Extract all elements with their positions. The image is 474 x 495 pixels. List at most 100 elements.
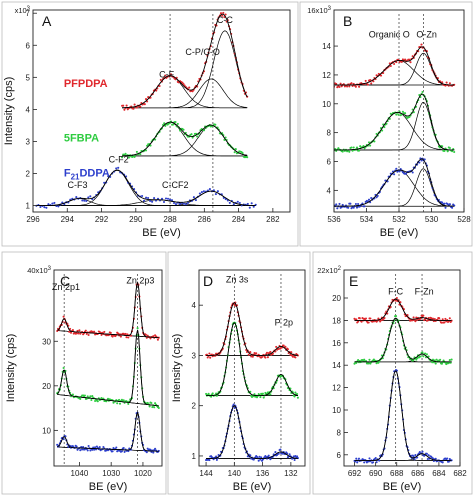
data-point-pfpdpa <box>277 347 280 351</box>
data-point-5fbpa <box>383 126 386 129</box>
data-point-pfpdpa <box>78 329 81 332</box>
data-point-pfpdpa <box>275 345 278 348</box>
data-point-pfpdpa <box>367 321 370 324</box>
y-tick-label: 30 <box>42 337 51 346</box>
data-point-f21ddpa <box>259 458 262 461</box>
axes-frame <box>32 9 291 213</box>
y-tick-label: 4 <box>26 105 31 114</box>
data-point-f21ddpa <box>341 203 344 206</box>
x-tick-label: 288 <box>163 215 177 224</box>
data-point-5fbpa <box>154 138 157 141</box>
data-point-5fbpa <box>368 358 371 361</box>
data-point-pfpdpa <box>182 82 185 86</box>
data-point-f21ddpa <box>347 206 350 209</box>
x-tick-label: 528 <box>457 215 471 224</box>
x-axis-label: BE (eV) <box>142 227 181 239</box>
data-point-pfpdpa <box>249 351 252 354</box>
data-point-pfpdpa <box>395 296 398 300</box>
data-point-f21ddpa <box>434 457 437 460</box>
data-point-f21ddpa <box>393 173 396 176</box>
data-point-f21ddpa <box>370 196 373 200</box>
data-point-pfpdpa <box>255 352 258 355</box>
data-point-5fbpa <box>233 151 236 154</box>
data-point-5fbpa <box>179 129 182 132</box>
data-point-pfpdpa <box>361 317 364 320</box>
peak-annotation: Zn 3s <box>226 275 249 285</box>
data-point-5fbpa <box>106 397 110 400</box>
data-point-f21ddpa <box>267 454 270 457</box>
data-point-f21ddpa <box>151 200 154 203</box>
data-point-f21ddpa <box>93 448 96 451</box>
data-point-pfpdpa <box>152 335 155 338</box>
data-point-f21ddpa <box>421 450 424 453</box>
data-point-5fbpa <box>148 405 151 408</box>
data-point-f21ddpa <box>233 406 236 410</box>
panel-label: A <box>42 13 52 29</box>
data-point-pfpdpa <box>93 330 96 333</box>
data-point-5fbpa <box>253 393 256 396</box>
y-tick-label: 5 <box>26 73 31 82</box>
data-point-f21ddpa <box>367 198 371 201</box>
data-point-f21ddpa <box>232 203 235 206</box>
data-point-5fbpa <box>408 115 411 119</box>
data-point-pfpdpa <box>269 350 272 353</box>
data-point-f21ddpa <box>416 456 419 459</box>
data-point-f21ddpa <box>145 196 148 199</box>
data-point-f21ddpa <box>375 461 378 464</box>
data-point-f21ddpa <box>355 206 359 209</box>
data-point-f21ddpa <box>426 457 429 461</box>
x-tick-label: 292 <box>95 215 109 224</box>
sample-label-tail: DDPA <box>79 168 109 180</box>
y-tick-label: 12 <box>332 384 341 393</box>
data-point-pfpdpa <box>284 345 287 348</box>
data-point-5fbpa <box>190 133 193 136</box>
x-tick-label: 290 <box>129 215 143 224</box>
data-point-f21ddpa <box>399 167 402 171</box>
data-point-pfpdpa <box>351 84 354 88</box>
data-point-f21ddpa <box>212 189 215 192</box>
data-point-f21ddpa <box>184 203 188 206</box>
data-point-pfpdpa <box>264 356 267 359</box>
data-point-f21ddpa <box>349 202 352 205</box>
data-point-5fbpa <box>182 128 185 131</box>
data-point-f21ddpa <box>372 461 375 464</box>
data-point-f21ddpa <box>146 447 149 450</box>
data-point-5fbpa <box>62 366 65 370</box>
data-point-pfpdpa <box>156 338 159 341</box>
data-point-pfpdpa <box>348 85 351 88</box>
data-point-f21ddpa <box>53 201 56 204</box>
data-point-5fbpa <box>79 397 82 400</box>
panel-label: E <box>349 273 358 289</box>
data-point-pfpdpa <box>431 317 435 320</box>
x-tick-label: 136 <box>256 469 270 478</box>
data-point-5fbpa <box>269 393 272 396</box>
data-point-5fbpa <box>394 315 398 318</box>
data-point-5fbpa <box>446 150 449 153</box>
data-point-5fbpa <box>337 147 340 150</box>
data-point-f21ddpa <box>363 461 366 464</box>
peak-annotation: C-P/C-O <box>185 47 220 57</box>
data-point-pfpdpa <box>440 321 443 324</box>
data-point-pfpdpa <box>369 317 372 320</box>
data-point-f21ddpa <box>198 192 201 195</box>
data-point-5fbpa <box>172 123 175 126</box>
peak-annotation: C-F2 <box>109 154 129 164</box>
data-point-5fbpa <box>261 392 264 395</box>
x-tick-label: 144 <box>199 469 213 478</box>
data-point-pfpdpa <box>132 107 135 110</box>
axis-multiplier-exponent: 2 <box>338 266 342 272</box>
data-point-5fbpa <box>358 149 361 152</box>
data-point-5fbpa <box>150 401 153 405</box>
data-point-5fbpa <box>357 359 360 362</box>
data-point-5fbpa <box>90 398 93 402</box>
data-point-5fbpa <box>116 402 119 405</box>
x-tick-label: 1020 <box>134 469 152 478</box>
axis-multiplier: 40x103 <box>27 266 51 275</box>
data-point-5fbpa <box>86 395 89 398</box>
data-point-5fbpa <box>362 145 365 148</box>
peak-annotation: F-Zn <box>415 287 434 297</box>
data-point-pfpdpa <box>350 82 353 85</box>
y-tick-label: 6 <box>327 158 332 167</box>
